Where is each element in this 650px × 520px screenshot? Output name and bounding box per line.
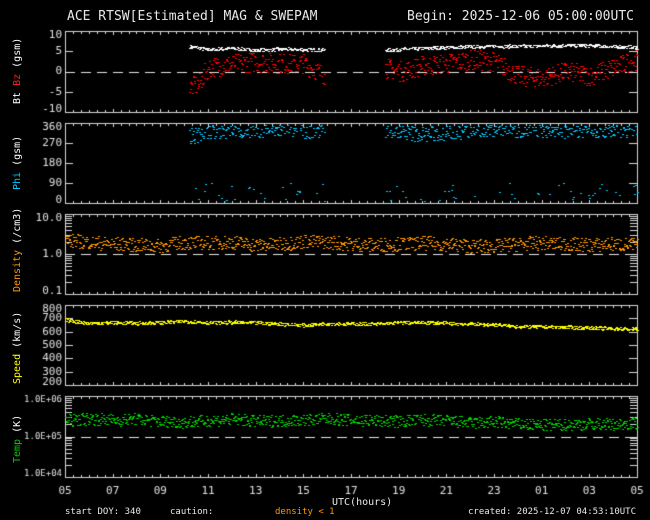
- speed-label: Speed: [12, 353, 23, 384]
- caution-label: caution:: [170, 507, 214, 517]
- density-unit-label: (/cm3): [12, 207, 23, 244]
- bt-bz-ylabel: Bt Bz (gsm): [12, 38, 23, 104]
- speed-ylabel: Speed (km/s): [12, 312, 23, 384]
- chart-title: ACE RTSW[Estimated] MAG & SWEPAM: [67, 9, 318, 24]
- speed-unit-label: (km/s): [12, 311, 23, 348]
- b-unit-label: (gsm): [12, 37, 23, 68]
- temp-ylabel: Temp (K): [12, 415, 23, 463]
- temp-unit-label: (K): [12, 414, 23, 433]
- phi-label: Phi: [12, 171, 23, 190]
- density-label: Density: [12, 249, 23, 292]
- bz-label: Bz: [12, 73, 23, 86]
- bt-label: Bt: [12, 91, 23, 104]
- temp-label: Temp: [12, 438, 23, 463]
- x-axis-label: UTC(hours): [332, 497, 393, 508]
- density-ylabel: Density (/cm3): [12, 208, 23, 292]
- start-doy: start DOY: 340: [65, 507, 141, 517]
- created-timestamp: created: 2025-12-07 04:53:10UTC: [468, 507, 636, 517]
- phi-ylabel: Phi (gsm): [12, 136, 23, 190]
- density-caution-note: density < 1: [275, 507, 335, 517]
- phi-unit-label: (gsm): [12, 135, 23, 166]
- begin-time: Begin: 2025-12-06 05:00:00UTC: [407, 9, 634, 24]
